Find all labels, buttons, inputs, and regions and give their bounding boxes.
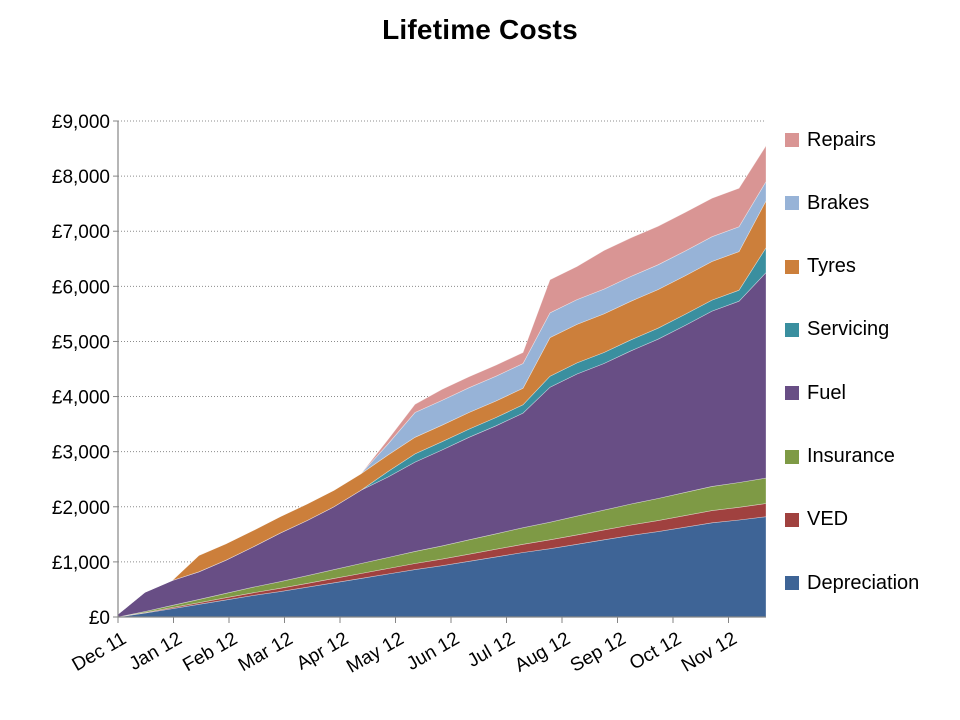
legend-item-insurance: Insurance bbox=[785, 445, 895, 469]
legend-swatch-tyres bbox=[785, 259, 799, 274]
x-tick-label-11: Nov 12 bbox=[678, 628, 741, 676]
legend-item-fuel: Fuel bbox=[785, 381, 846, 405]
legend-label-brakes: Brakes bbox=[807, 191, 870, 214]
legend-swatch-repairs bbox=[785, 133, 799, 147]
legend-label-insurance: Insurance bbox=[807, 445, 895, 467]
legend-swatch-brakes bbox=[785, 196, 799, 211]
legend-label-fuel: Fuel bbox=[807, 381, 846, 404]
x-tick-label-10: Oct 12 bbox=[626, 628, 685, 674]
y-tick-label-0: £0 bbox=[89, 608, 110, 629]
x-tick-label-3: Mar 12 bbox=[235, 628, 297, 676]
legend-label-depreciation: Depreciation bbox=[807, 571, 920, 594]
x-tick-label-2: Feb 12 bbox=[179, 628, 241, 676]
y-tick-label-9: £9,000 bbox=[52, 112, 110, 133]
y-tick-label-8: £8,000 bbox=[52, 167, 110, 188]
legend-swatch-insurance bbox=[785, 449, 799, 464]
x-tick-label-1: Jan 12 bbox=[126, 628, 186, 675]
y-tick-label-3: £3,000 bbox=[52, 443, 110, 464]
x-tick-label-7: Jul 12 bbox=[464, 628, 518, 672]
legend-label-repairs: Repairs bbox=[807, 128, 876, 151]
x-tick-label-6: Jun 12 bbox=[403, 628, 463, 675]
x-tick-label-5: May 12 bbox=[343, 628, 407, 677]
legend-item-ved: VED bbox=[785, 508, 848, 532]
legend-item-depreciation: Depreciation bbox=[785, 571, 919, 595]
legend-swatch-fuel bbox=[785, 386, 799, 401]
legend-swatch-servicing bbox=[785, 322, 799, 337]
legend-label-ved: VED bbox=[807, 508, 849, 531]
y-tick-label-4: £4,000 bbox=[52, 388, 110, 409]
y-tick-label-1: £1,000 bbox=[52, 553, 110, 574]
y-tick-label-6: £6,000 bbox=[52, 277, 110, 298]
y-tick-label-2: £2,000 bbox=[52, 498, 110, 519]
legend-label-tyres: Tyres bbox=[807, 255, 856, 278]
x-tick-label-0: Dec 11 bbox=[69, 628, 130, 676]
x-tick-label-9: Sep 12 bbox=[567, 628, 630, 676]
area-repairs bbox=[117, 144, 767, 615]
x-tick-label-8: Aug 12 bbox=[511, 628, 574, 676]
chart-title: Lifetime Costs bbox=[382, 14, 578, 45]
x-tick-label-4: Apr 12 bbox=[293, 628, 352, 674]
legend-item-tyres: Tyres bbox=[785, 255, 856, 279]
legend-swatch-ved bbox=[785, 512, 799, 527]
legend-swatch-depreciation bbox=[785, 576, 799, 591]
y-tick-label-5: £5,000 bbox=[52, 332, 110, 353]
legend-item-repairs: Repairs bbox=[785, 128, 876, 152]
legend-item-brakes: Brakes bbox=[785, 191, 869, 215]
legend-item-servicing: Servicing bbox=[785, 318, 889, 342]
legend-label-servicing: Servicing bbox=[807, 318, 890, 341]
y-tick-label-7: £7,000 bbox=[52, 222, 110, 243]
